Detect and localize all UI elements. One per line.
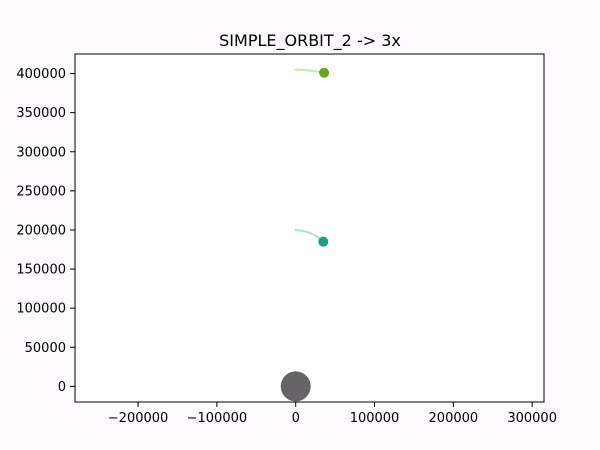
x-tick-label: −100000 [187,411,248,426]
y-tick-label: 50000 [25,341,66,356]
x-tick-label: 0 [292,411,300,426]
y-tick-label: 100000 [16,302,66,317]
y-tick-label: 150000 [16,263,66,278]
x-tick-label: 200000 [429,411,479,426]
orbit-bodies [280,67,330,402]
inner-orbiter-point [318,236,329,247]
y-tick-label: 400000 [16,67,66,82]
plot-area [74,53,545,403]
y-tick-label: 300000 [16,145,66,160]
x-tick-label: 100000 [350,411,400,426]
y-tick-label: 250000 [16,184,66,199]
x-axis: −200000 −100000 0 100000 200000 300000 [108,402,557,426]
x-tick-label: −200000 [108,411,169,426]
outer-orbiter-point [319,67,330,78]
x-tick-label: 300000 [507,411,557,426]
y-axis: 0 50000 100000 150000 200000 250000 300000 3500… [16,67,75,395]
y-tick-label: 0 [58,380,66,395]
y-tick-label: 350000 [16,106,66,121]
chart-title: SIMPLE_ORBIT_2 -> 3x [219,31,401,51]
y-tick-label: 200000 [16,223,66,238]
central-point [280,371,311,402]
